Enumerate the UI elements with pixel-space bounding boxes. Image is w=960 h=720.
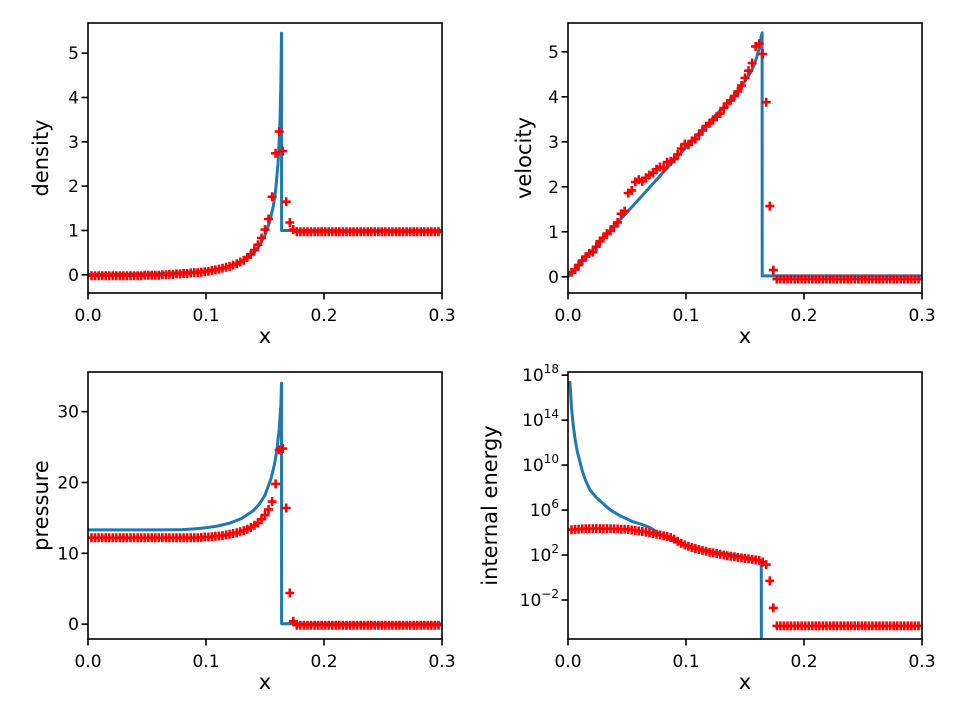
y-tick-label: 5 (548, 43, 559, 63)
x-tick-label: 0.3 (428, 652, 455, 672)
y-tick-label: 30 (57, 403, 79, 423)
x-tick-label: 0.3 (908, 306, 935, 326)
analytic-solution-line (568, 380, 763, 639)
x-tick-label: 0.0 (554, 306, 581, 326)
axes-spines (567, 22, 923, 294)
x-axis-label: x (739, 670, 751, 694)
y-tick-label: 1014 (522, 407, 559, 431)
y-tick-label: 0 (68, 266, 79, 286)
simulation-plus-markers (568, 39, 922, 284)
x-tick-label: 0.2 (790, 306, 817, 326)
axes-spines (87, 371, 443, 640)
y-tick-label: 1010 (522, 452, 559, 476)
pressure-chart: 0.0 0.1 0.2 0.3 0 10 20 30 x pressure (29, 371, 456, 694)
y-tick-label: 3 (548, 133, 559, 153)
simulation-plus-markers (88, 127, 442, 281)
x-tick-label: 0.1 (192, 306, 219, 326)
y-tick-label: 1 (548, 223, 559, 243)
y-tick-label: 3 (68, 133, 79, 153)
axes-spines (87, 22, 443, 294)
y-tick-label: 4 (548, 88, 559, 108)
simulation-plus-markers (568, 524, 922, 631)
y-tick-label: 20 (57, 473, 79, 493)
y-tick-label: 10 (57, 544, 79, 564)
y-tick-label: 4 (68, 88, 79, 108)
y-tick-label: 10−2 (520, 587, 559, 611)
velocity-chart: 0.0 0.1 0.2 0.3 0 1 2 3 4 5 x velocity (512, 22, 936, 348)
x-tick-label: 0.1 (672, 306, 699, 326)
y-tick-label: 102 (530, 542, 559, 566)
x-axis-label: x (259, 670, 271, 694)
y-tick-label: 0 (548, 268, 559, 288)
internal-energy-chart: 0.0 0.1 0.2 0.3 1018 1014 1010 106 102 10−2 x inter… (478, 362, 936, 694)
simulation-plus-markers (88, 444, 442, 630)
x-tick-label: 0.2 (790, 652, 817, 672)
x-axis-label: x (259, 324, 271, 348)
analytic-solution-line (88, 381, 442, 626)
x-tick-label: 0.3 (428, 306, 455, 326)
y-axis-label: pressure (29, 460, 53, 551)
y-tick-label: 5 (68, 44, 79, 64)
x-tick-label: 0.2 (310, 306, 337, 326)
y-axis-label: velocity (512, 117, 536, 199)
x-tick-label: 0.0 (74, 306, 101, 326)
y-tick-label: 2 (548, 178, 559, 198)
y-tick-label: 0 (68, 615, 79, 635)
y-tick-label: 1018 (522, 362, 559, 386)
x-tick-label: 0.0 (554, 652, 581, 672)
y-tick-label: 2 (68, 177, 79, 197)
density-chart: 0.0 0.1 0.2 0.3 0 1 2 3 4 5 x density (29, 22, 456, 348)
x-tick-label: 0.1 (192, 652, 219, 672)
x-tick-label: 0.1 (672, 652, 699, 672)
x-tick-label: 0.3 (908, 652, 935, 672)
x-tick-label: 0.2 (310, 652, 337, 672)
y-tick-label: 106 (530, 497, 559, 521)
y-axis-label: internal energy (478, 425, 502, 585)
x-tick-label: 0.0 (74, 652, 101, 672)
axes-spines (567, 371, 923, 640)
y-axis-label: density (29, 120, 53, 197)
x-axis-label: x (739, 324, 751, 348)
y-tick-label: 1 (68, 221, 79, 241)
